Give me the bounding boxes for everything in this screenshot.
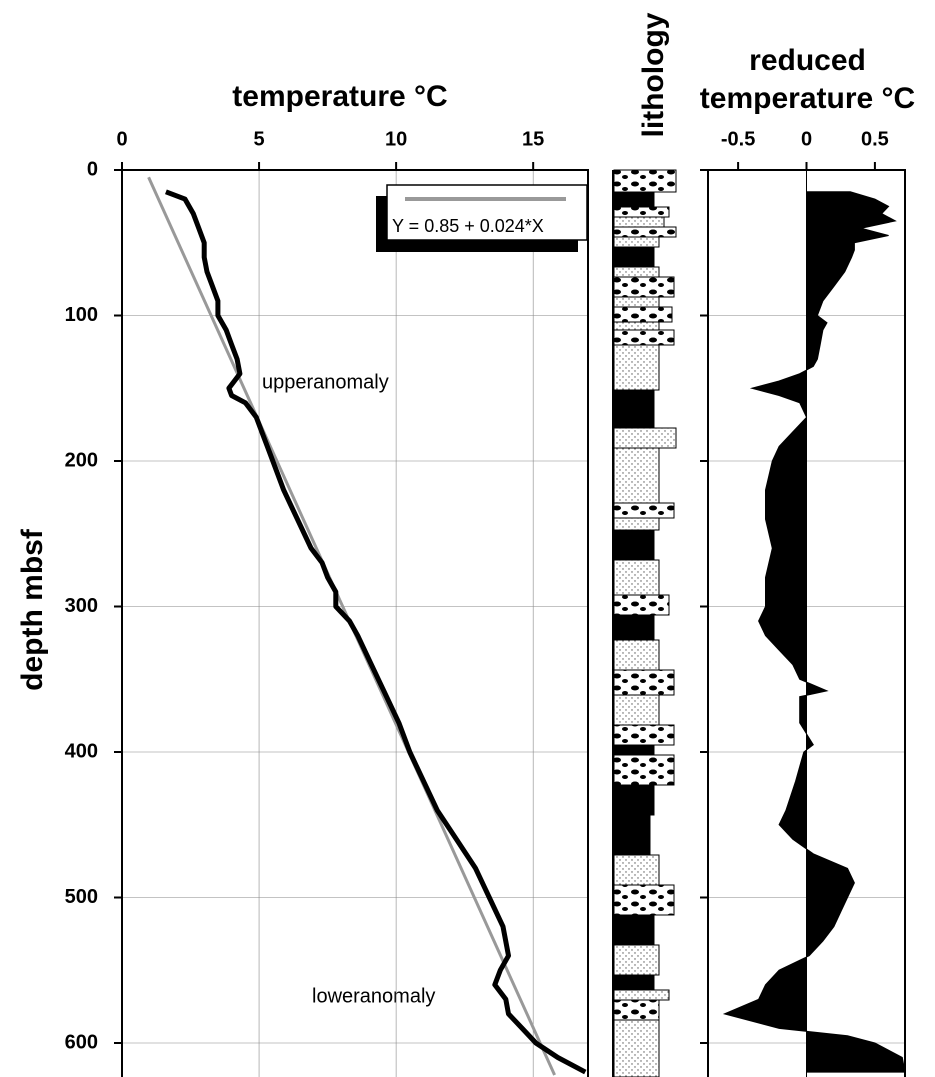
x-tick-label: 0 <box>801 128 812 150</box>
y-tick-label: 500 <box>65 886 98 908</box>
y-tick-label: 100 <box>65 304 98 326</box>
panel-title: reduced temperature °C <box>699 44 916 115</box>
legend-box <box>386 184 588 241</box>
x-tick-label: 10 <box>385 128 407 150</box>
y-tick-label: 200 <box>65 449 98 471</box>
y-tick-label: 400 <box>65 740 98 762</box>
data-line <box>165 189 587 1075</box>
chart-title: temperature °C <box>232 80 447 113</box>
annotation: upperanomaly <box>262 371 389 393</box>
y-axis-label: depth mbsf <box>16 528 49 691</box>
lithology-column <box>612 169 677 1077</box>
x-tick-label: 0.5 <box>861 128 889 150</box>
y-tick-label: 0 <box>87 158 98 180</box>
area <box>722 191 906 1073</box>
panel-title: lithology <box>637 12 670 137</box>
annotation: loweranomaly <box>312 985 435 1007</box>
x-tick-label: -0.5 <box>721 128 755 150</box>
legend-label: Y = 0.85 + 0.024*X <box>392 216 544 236</box>
x-tick-label: 15 <box>522 128 544 150</box>
y-tick-label: 300 <box>65 595 98 617</box>
x-tick-label: 5 <box>253 128 264 150</box>
x-tick-label: 0 <box>116 128 127 150</box>
plot-frame <box>121 169 589 1077</box>
y-tick-label: 600 <box>65 1031 98 1053</box>
